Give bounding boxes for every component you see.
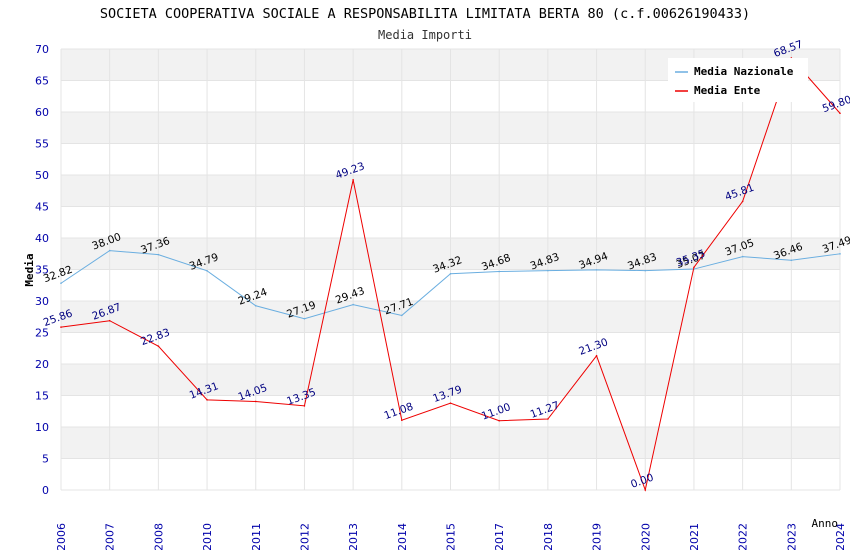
- data-point: [157, 253, 160, 256]
- x-tick-label: 2007: [104, 523, 117, 550]
- x-tick-label: 2020: [639, 523, 652, 550]
- data-point: [741, 200, 744, 203]
- data-point: [254, 400, 257, 403]
- x-tick-label: 2012: [298, 523, 311, 550]
- y-tick-label: 15: [35, 390, 49, 403]
- x-tick-label: 2015: [445, 523, 458, 550]
- data-point: [741, 255, 744, 258]
- legend-label-media-ente: Media Ente: [694, 84, 761, 97]
- data-point: [401, 314, 403, 317]
- data-point: [449, 272, 452, 275]
- data-point: [498, 419, 500, 422]
- legend-label-media-nazionale: Media Nazionale: [694, 65, 794, 78]
- x-tick-label: 2018: [542, 523, 555, 550]
- data-label: 0.00: [629, 472, 655, 491]
- x-axis-label: Anno: [812, 517, 839, 530]
- y-tick-label: 25: [35, 327, 49, 340]
- data-point: [303, 317, 306, 320]
- y-axis-label: Media: [23, 253, 36, 286]
- x-tick-label: 2014: [396, 523, 409, 550]
- y-axis-ticks: 0 5 10 15 20 25 30 35 40 45 50 55 60 65 70: [35, 43, 49, 497]
- x-tick-label: 2017: [493, 523, 506, 550]
- y-tick-label: 65: [35, 75, 49, 88]
- data-point: [206, 399, 208, 401]
- chart-title: SOCIETA COOPERATIVA SOCIALE A RESPONSABI…: [100, 6, 750, 22]
- y-tick-label: 40: [35, 232, 49, 245]
- data-point: [108, 319, 111, 322]
- y-tick-label: 20: [35, 358, 49, 371]
- y-tick-label: 30: [35, 295, 49, 308]
- data-point: [352, 179, 354, 181]
- data-point: [595, 355, 598, 357]
- x-tick-label: 2006: [55, 523, 68, 550]
- x-tick-label: 2011: [250, 523, 263, 550]
- data-point: [108, 249, 111, 252]
- data-point: [157, 345, 160, 347]
- data-point: [547, 269, 549, 272]
- y-tick-label: 50: [35, 169, 49, 182]
- x-tick-label: 2024: [834, 523, 847, 550]
- x-tick-label: 2019: [591, 523, 604, 550]
- data-point: [644, 489, 647, 491]
- data-point: [449, 402, 452, 404]
- y-tick-label: 35: [35, 264, 49, 277]
- y-tick-label: 5: [42, 453, 49, 466]
- grid-bands: [60, 48, 841, 491]
- data-point: [595, 269, 598, 271]
- x-tick-label: 2021: [688, 523, 701, 550]
- data-point: [839, 112, 841, 115]
- data-point: [254, 304, 257, 307]
- data-point: [498, 270, 500, 273]
- y-tick-label: 70: [35, 43, 49, 56]
- data-point: [644, 269, 647, 272]
- x-tick-label: 2013: [347, 523, 360, 550]
- data-label: 21.30: [577, 336, 609, 358]
- x-tick-label: 2010: [201, 523, 214, 550]
- y-tick-label: 55: [35, 138, 49, 151]
- y-tick-label: 10: [35, 421, 49, 434]
- y-tick-label: 60: [35, 106, 49, 119]
- data-point: [60, 282, 62, 285]
- chart-subtitle: Media Importi: [378, 28, 472, 42]
- x-tick-label: 2023: [785, 523, 798, 550]
- data-point: [401, 419, 403, 421]
- data-label: 11.27: [529, 399, 561, 421]
- legend: Media Nazionale Media Ente: [668, 58, 808, 102]
- data-point: [206, 270, 208, 272]
- data-point: [547, 418, 549, 420]
- legend-box: [668, 58, 808, 102]
- data-point: [352, 303, 354, 306]
- x-tick-label: 2022: [737, 523, 750, 550]
- y-tick-label: 45: [35, 201, 49, 214]
- x-tick-label: 2008: [152, 523, 165, 550]
- data-point: [790, 259, 793, 262]
- data-point: [303, 405, 306, 407]
- y-tick-label: 0: [42, 484, 49, 497]
- x-axis-ticks: 2006 2007 2008 2010 2011 2012 2013 2014 2015 2017…: [55, 523, 847, 550]
- data-point: [693, 266, 695, 269]
- data-point: [60, 326, 62, 328]
- data-point: [839, 253, 841, 255]
